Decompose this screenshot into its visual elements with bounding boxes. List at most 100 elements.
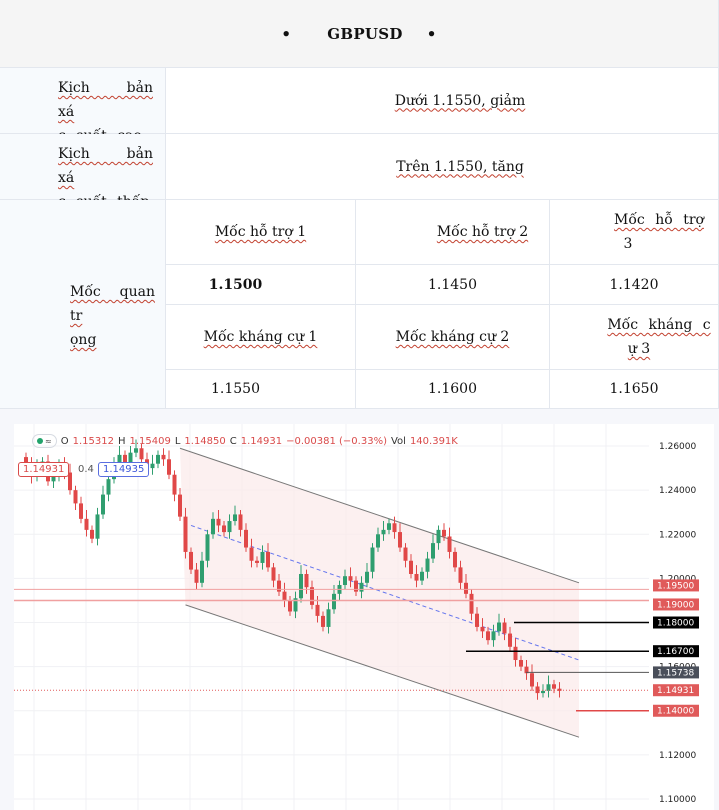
level-tag-bg[interactable]: [653, 598, 699, 611]
key-levels-label-line1: Mốc quan tr: [70, 284, 155, 324]
candle-body: [343, 576, 347, 586]
candle-body: [497, 622, 501, 632]
level-tag-label[interactable]: 1.19500: [657, 581, 694, 591]
y-tick-label: 1.24000: [659, 486, 696, 496]
support-3-value-cell: 1.1420: [550, 265, 719, 305]
scenario-high-value-cell: Dưới 1.1550, giảm: [166, 68, 719, 134]
key-levels-label-line2: ọng: [70, 332, 97, 348]
candle-body: [293, 598, 298, 612]
channel-lower-line[interactable]: [185, 604, 580, 738]
candle-body: [24, 457, 28, 464]
candle-body: [502, 622, 507, 634]
candle-body: [442, 529, 446, 537]
candle-body: [530, 673, 534, 687]
candle-body: [508, 633, 512, 647]
candle-body: [310, 587, 314, 605]
y-tick-label: 1.22000: [659, 530, 696, 540]
candle-body: [200, 560, 204, 583]
candle-body: [216, 518, 221, 526]
sell-price-box[interactable]: 1.14931: [18, 462, 70, 477]
candle-body: [282, 591, 287, 601]
candle-body: [172, 474, 177, 495]
support-3-header: Mốc hỗ trợ: [614, 212, 704, 228]
channel-upper-line[interactable]: [179, 447, 580, 584]
table-title: GBPUSD: [327, 24, 403, 43]
candle-body: [332, 593, 336, 610]
y-tick-label: 1.12000: [659, 751, 696, 761]
level-tag-label[interactable]: 1.18000: [657, 619, 694, 629]
level-tag-label[interactable]: 1.14000: [657, 707, 694, 717]
candle-body: [469, 593, 474, 614]
candle-body: [409, 560, 413, 574]
candle-body: [464, 582, 468, 594]
change-value: −0.00381 (−0.33%): [286, 435, 387, 447]
candle-body: [233, 514, 237, 522]
level-tag-bg[interactable]: [653, 579, 699, 592]
chart-canvas[interactable]: 1.260001.240001.220001.200001.180001.160…: [14, 424, 714, 810]
candle-body: [194, 569, 199, 583]
channel-midline[interactable]: [190, 524, 580, 661]
candle-body: [238, 514, 243, 530]
candle-body: [271, 567, 276, 581]
candle-body: [255, 560, 259, 563]
candle-body: [321, 615, 325, 627]
level-tag-label[interactable]: 1.16700: [657, 647, 694, 657]
candle-body: [299, 573, 303, 599]
candle-body: [541, 690, 545, 694]
support-1-value-cell: 1.1500: [166, 265, 356, 305]
candle-body: [211, 518, 215, 535]
level-tag-bg[interactable]: [653, 645, 699, 658]
low-value: 1.14850: [184, 435, 226, 447]
volume-value: 140.391K: [409, 435, 458, 447]
resistance-1-header: Mốc kháng cự 1: [203, 329, 318, 345]
scenario-low-label-cell: Kịch bản xá c suất thấp: [0, 134, 166, 210]
candle-body: [491, 631, 496, 641]
scenario-low-value: Trên 1.1550, tăng: [396, 158, 524, 175]
candle-body: [128, 452, 133, 466]
key-levels-table: • GBPUSD • Kịch bản xá c suất cao Dưới 1…: [0, 0, 719, 409]
candle-body: [161, 454, 166, 460]
support-2-value-cell: 1.1450: [356, 265, 550, 305]
bullet-left: •: [281, 24, 292, 43]
candle-body: [244, 529, 248, 548]
candle-body: [348, 576, 353, 581]
buy-price-box[interactable]: 1.14935: [98, 462, 150, 477]
low-label: L: [174, 435, 181, 447]
support-3-header-line2: 3: [623, 236, 633, 252]
candle-body: [480, 626, 485, 632]
resistance-1-value-cell: 1.1550: [166, 370, 356, 409]
candle-body: [101, 494, 105, 515]
candle-body: [398, 532, 402, 548]
candle-body: [354, 580, 358, 592]
level-tag-bg[interactable]: [653, 616, 699, 629]
table-title-row: • GBPUSD •: [0, 0, 719, 68]
candle-body: [370, 547, 375, 572]
level-tag-bg[interactable]: [653, 684, 699, 697]
level-tag-label[interactable]: 1.15738: [657, 668, 694, 678]
candle-body: [304, 573, 309, 588]
level-tag-label[interactable]: 1.19000: [657, 600, 694, 610]
candle-body: [156, 454, 160, 464]
spread-value: 0.4: [78, 464, 94, 475]
level-tag-bg[interactable]: [653, 704, 699, 717]
candle-body: [73, 490, 78, 504]
y-tick-label: 1.10000: [659, 795, 696, 805]
level-tag-bg[interactable]: [653, 666, 699, 679]
candle-body: [387, 523, 391, 530]
candle-body: [277, 580, 281, 592]
candle-body: [205, 534, 210, 561]
resistance-2-value: 1.1600: [428, 381, 477, 397]
candle-body: [79, 503, 83, 519]
candle-body: [84, 518, 89, 530]
eye-icon[interactable]: ≈: [32, 434, 57, 448]
level-tag-label[interactable]: 1.14931: [657, 686, 694, 696]
channel-fill: [180, 448, 579, 738]
support-1-value: 1.1500: [208, 276, 263, 293]
candle-body: [431, 543, 435, 559]
candle-body: [167, 459, 171, 475]
price-chart[interactable]: 1.260001.240001.220001.200001.180001.160…: [14, 424, 714, 810]
support-1-header-cell: Mốc hỗ trợ 1: [166, 200, 356, 265]
candle-body: [90, 529, 94, 539]
candle-body: [95, 514, 100, 539]
resistance-1-value: 1.1550: [211, 381, 260, 397]
